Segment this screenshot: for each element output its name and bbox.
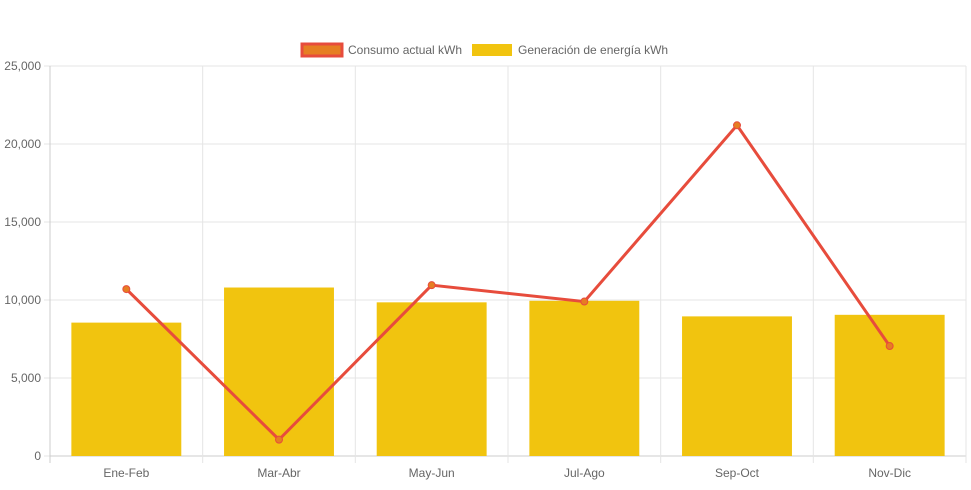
x-tick-label: Mar-Abr xyxy=(257,466,300,480)
generation-bar[interactable] xyxy=(71,322,182,456)
x-tick-label: Jul-Ago xyxy=(564,466,605,480)
legend-swatch xyxy=(472,44,512,56)
y-tick-label: 10,000 xyxy=(4,293,41,307)
consumption-point[interactable] xyxy=(733,121,741,130)
x-axis: Ene-Feb Mar-Abr May-Jun Jul-Ago Sep-Oct Nov-D… xyxy=(103,466,911,480)
legend-label: Consumo actual kWh xyxy=(348,43,462,57)
generation-bar[interactable] xyxy=(682,316,792,456)
y-tick-label: 0 xyxy=(34,449,41,463)
consumption-line xyxy=(125,122,891,442)
consumption-point[interactable] xyxy=(427,281,436,290)
generation-bar[interactable] xyxy=(376,302,487,456)
y-tick-label: 5,000 xyxy=(11,371,41,385)
line-series xyxy=(122,121,894,444)
legend-item-consumo[interactable]: Consumo actual kWh xyxy=(300,42,462,58)
x-tick-label: Ene-Feb xyxy=(103,466,149,480)
bar-series xyxy=(71,287,945,456)
generation-bar[interactable] xyxy=(834,314,945,456)
consumption-point[interactable] xyxy=(580,297,589,306)
x-tick-label: May-Jun xyxy=(409,466,455,480)
legend-swatch xyxy=(300,42,344,58)
gridlines xyxy=(44,65,967,463)
consumption-point[interactable] xyxy=(885,342,894,351)
generation-bar[interactable] xyxy=(529,300,640,456)
y-tick-label: 15,000 xyxy=(4,215,41,229)
x-tick-label: Nov-Dic xyxy=(868,466,911,480)
y-tick-label: 20,000 xyxy=(4,137,41,151)
x-tick-label: Sep-Oct xyxy=(715,466,760,480)
legend-label: Generación de energía kWh xyxy=(518,43,668,57)
generation-bar[interactable] xyxy=(224,287,334,456)
consumption-point[interactable] xyxy=(275,435,283,444)
legend-item-generacion[interactable]: Generación de energía kWh xyxy=(472,43,668,57)
y-tick-label: 25,000 xyxy=(4,59,41,73)
legend[interactable]: Consumo actual kWh Generación de energía … xyxy=(300,42,668,58)
consumption-point[interactable] xyxy=(122,285,131,294)
y-axis: 0 5,000 10,000 15,000 20,000 25,000 xyxy=(4,59,41,463)
